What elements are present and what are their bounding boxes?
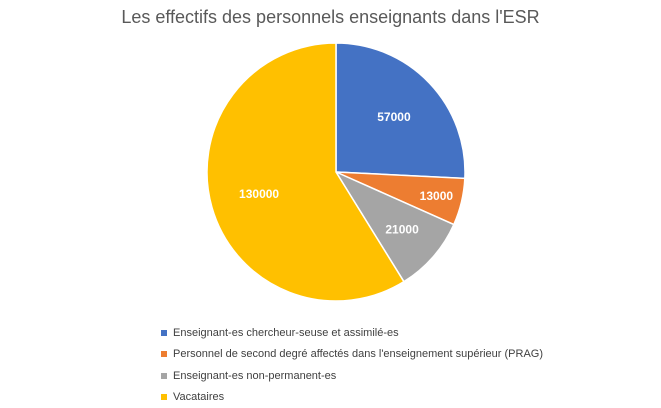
data-label-1: 57000: [377, 110, 411, 124]
legend-label-1: Enseignant-es chercheur-seuse et assimil…: [173, 327, 399, 339]
legend-swatch-2: [161, 351, 167, 357]
legend-item-2: Personnel de second degré affectés dans …: [161, 344, 543, 366]
legend-item-4: Vacataires: [161, 387, 543, 408]
legend-swatch-3: [161, 373, 167, 379]
legend: Enseignant-es chercheur-seuse et assimil…: [161, 322, 543, 408]
legend-swatch-1: [161, 330, 167, 336]
legend-label-3: Enseignant-es non-permanent-es: [173, 370, 336, 382]
data-label-2: 13000: [420, 189, 454, 203]
legend-item-1: Enseignant-es chercheur-seuse et assimil…: [161, 322, 543, 344]
data-label-4: 130000: [239, 187, 279, 201]
legend-swatch-4: [161, 394, 167, 400]
legend-item-3: Enseignant-es non-permanent-es: [161, 365, 543, 387]
legend-label-4: Vacataires: [173, 391, 224, 403]
legend-label-2: Personnel de second degré affectés dans …: [173, 348, 543, 360]
data-label-3: 21000: [385, 223, 419, 237]
